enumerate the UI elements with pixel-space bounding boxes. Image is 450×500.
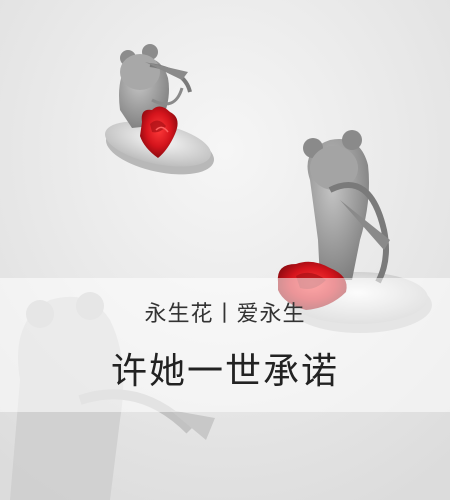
headline-text: 许她一世承诺 [110, 351, 339, 392]
top-rose-heart [140, 106, 178, 158]
subtitle-text: 永生花丨爱永生 [144, 302, 306, 327]
caption-band [0, 278, 450, 412]
